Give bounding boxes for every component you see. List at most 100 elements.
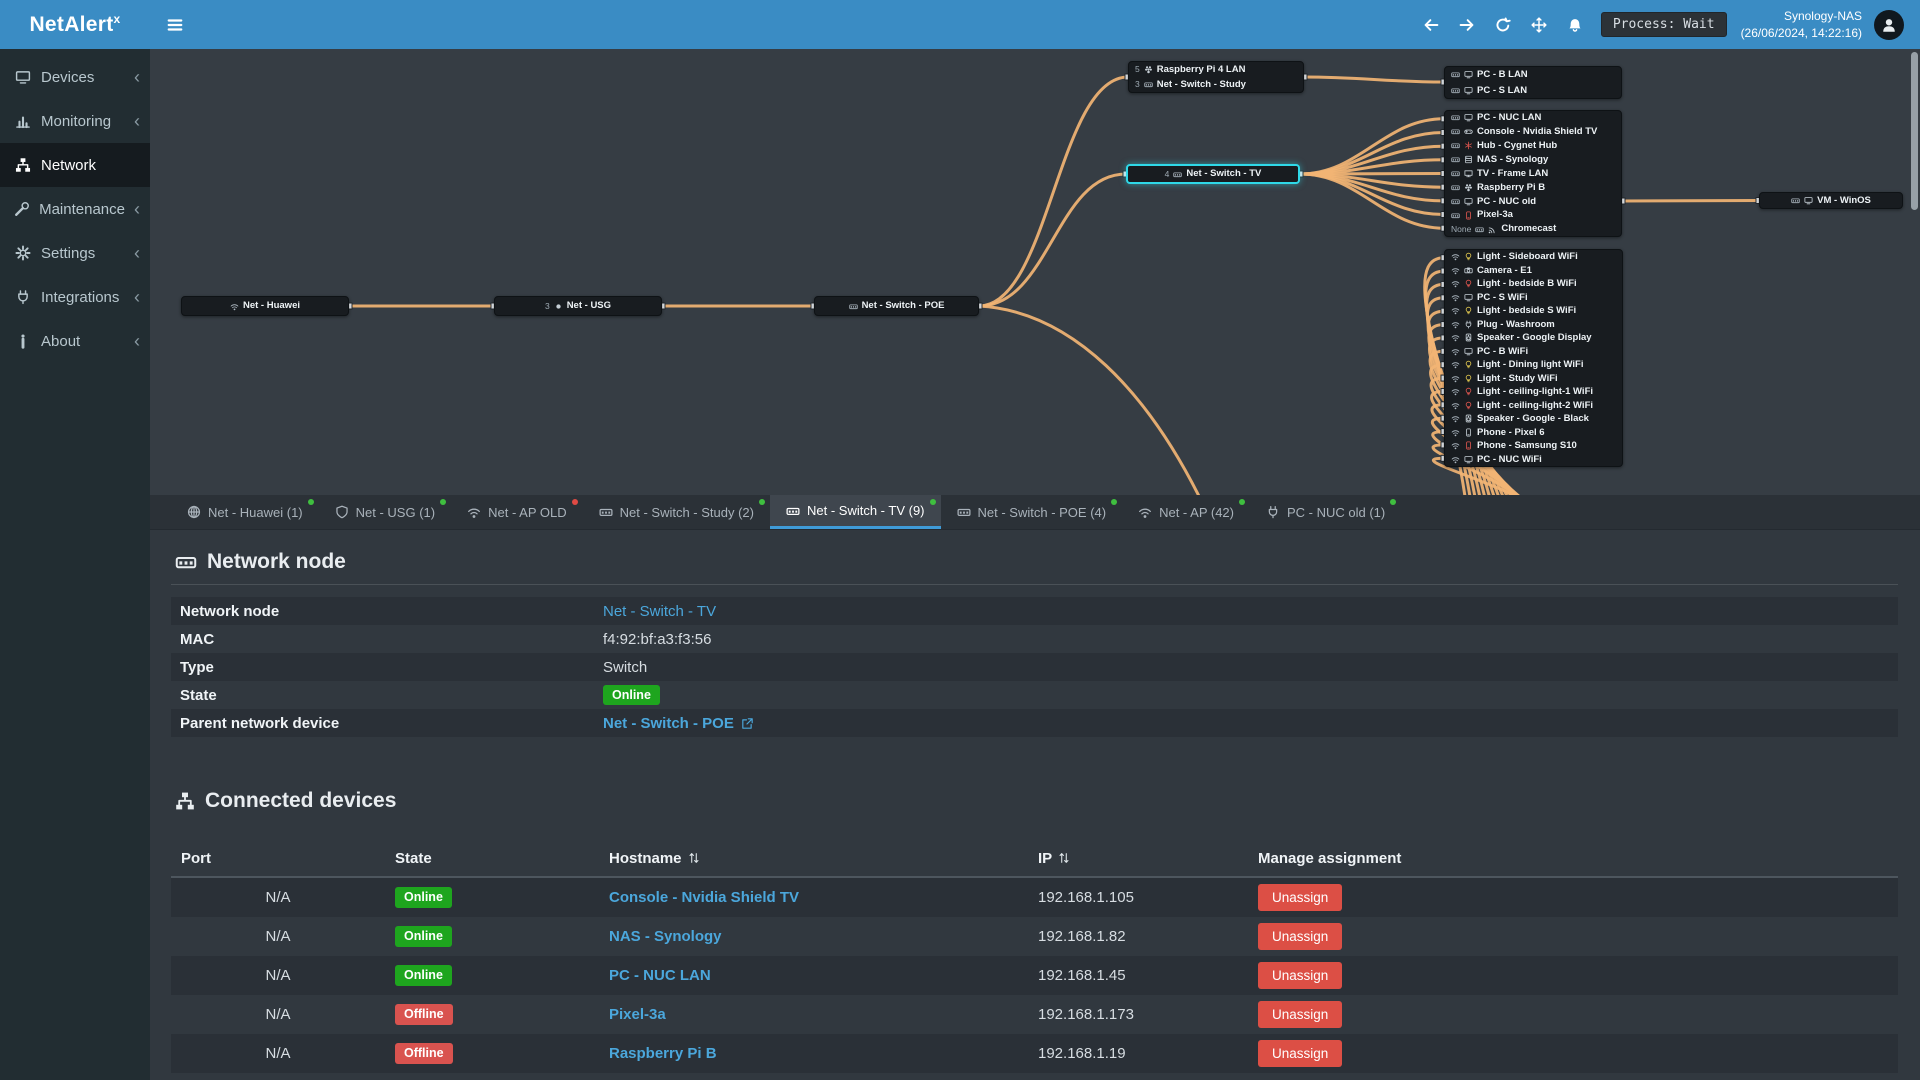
tab-net-huawei-1[interactable]: Net - Huawei (1) bbox=[171, 495, 319, 529]
tab-net-switch-tv-9[interactable]: Net - Switch - TV (9) bbox=[770, 495, 941, 529]
diagram-node-poe[interactable]: Net - Switch - POE bbox=[814, 296, 979, 316]
external-link-icon[interactable] bbox=[741, 717, 754, 730]
sidebar-item-integrations[interactable]: Integrations ‹ bbox=[0, 275, 150, 319]
cell-ip: 192.168.1.173 bbox=[1038, 1006, 1134, 1023]
status-dot bbox=[440, 499, 447, 505]
diagram-device[interactable]: 3 Net - Switch - Study bbox=[1129, 77, 1303, 92]
refresh-button[interactable] bbox=[1495, 16, 1511, 33]
diagram-device[interactable]: PC - B WiFi bbox=[1445, 345, 1622, 359]
device-link[interactable]: Console - Nvidia Shield TV bbox=[609, 889, 800, 906]
tab-label: Net - Switch - Study (2) bbox=[619, 504, 754, 520]
diagram-device[interactable]: VM - WinOS bbox=[1760, 196, 1902, 206]
diagram-node-wifileaves[interactable]: Light - Sideboard WiFi Camera - E1 Light -… bbox=[1444, 249, 1623, 467]
avatar[interactable] bbox=[1874, 9, 1904, 40]
tab-net-switch-poe-4[interactable]: Net - Switch - POE (4) bbox=[941, 495, 1123, 529]
diagram-device[interactable]: Light - Study WiFi bbox=[1445, 372, 1622, 386]
diagram-device[interactable]: PC - NUC old bbox=[1445, 194, 1621, 208]
diagram-device[interactable]: Speaker - Google Display bbox=[1445, 331, 1622, 345]
diagram-device[interactable]: Light - bedside B WiFi bbox=[1445, 277, 1622, 291]
diagram-device[interactable]: Light - ceiling-light-1 WiFi bbox=[1445, 385, 1622, 399]
sidebar-item-about[interactable]: About ‹ bbox=[0, 319, 150, 363]
cell-state: Offline bbox=[385, 1034, 599, 1073]
app-logo[interactable]: NetAlertx bbox=[29, 12, 121, 36]
diagram-device[interactable]: 4 Net - Switch - TV bbox=[1128, 169, 1298, 179]
device-link[interactable]: PC - NUC LAN bbox=[609, 967, 711, 984]
status-dot bbox=[307, 499, 314, 505]
unassign-button[interactable]: Unassign bbox=[1258, 962, 1343, 989]
column-hostname[interactable]: Hostname bbox=[599, 841, 1028, 878]
sidebar-item-monitoring[interactable]: Monitoring ‹ bbox=[0, 99, 150, 143]
diagram-device[interactable]: Light - Sideboard WiFi bbox=[1445, 250, 1622, 264]
tab-pc-nuc-old-1[interactable]: PC - NUC old (1) bbox=[1250, 495, 1401, 529]
device-label: PC - NUC old bbox=[1477, 195, 1537, 207]
tab-net-ap-42[interactable]: Net - AP (42) bbox=[1122, 495, 1250, 529]
unassign-button[interactable]: Unassign bbox=[1258, 923, 1343, 950]
notifications-button[interactable] bbox=[1567, 17, 1583, 33]
diagram-device[interactable]: Speaker - Google - Black bbox=[1445, 412, 1622, 426]
diagram-node-tvleaves[interactable]: PC - NUC LAN Console - Nvidia Shield TV Hu… bbox=[1444, 110, 1622, 237]
diagram-device[interactable]: Pixel-3a bbox=[1445, 208, 1621, 222]
forward-button[interactable] bbox=[1459, 17, 1475, 33]
network-topology-diagram[interactable]: Net - Huawei 3 Net - USG Net - Switch - POE… bbox=[150, 49, 1920, 495]
diagram-device[interactable]: Net - Huawei bbox=[182, 301, 348, 311]
sort-icon[interactable] bbox=[1058, 852, 1070, 864]
diagram-device[interactable]: Raspberry Pi B bbox=[1445, 180, 1621, 194]
diagram-device[interactable]: None Chromecast bbox=[1445, 222, 1621, 236]
diagram-device[interactable]: PC - S LAN bbox=[1445, 83, 1621, 99]
sidebar-item-settings[interactable]: Settings ‹ bbox=[0, 231, 150, 275]
column-ip[interactable]: IP bbox=[1028, 841, 1248, 878]
diagram-node-huawei[interactable]: Net - Huawei bbox=[181, 296, 349, 316]
device-row: N/A Online PC - NUC LAN 192.168.1.45 Una… bbox=[171, 956, 1898, 995]
diagram-node-usg[interactable]: 3 Net - USG bbox=[494, 296, 662, 316]
tab-net-usg-1[interactable]: Net - USG (1) bbox=[319, 495, 451, 529]
diagram-device[interactable]: PC - S WiFi bbox=[1445, 291, 1622, 305]
unassign-button[interactable]: Unassign bbox=[1258, 1001, 1343, 1028]
main-area: Net - Huawei 3 Net - USG Net - Switch - POE… bbox=[150, 49, 1920, 1080]
diagram-device[interactable]: Hub - Cygnet Hub bbox=[1445, 139, 1621, 153]
diagram-node-pcbs[interactable]: PC - B LAN PC - S LAN bbox=[1444, 66, 1622, 99]
back-button[interactable] bbox=[1423, 17, 1439, 33]
diagram-device[interactable]: Camera - E1 bbox=[1445, 264, 1622, 278]
diagram-node-vm[interactable]: VM - WinOS bbox=[1759, 192, 1903, 209]
sidebar-item-network[interactable]: Network bbox=[0, 143, 150, 187]
diagram-device[interactable]: Light - Dining light WiFi bbox=[1445, 358, 1622, 372]
device-link[interactable]: Pixel-3a bbox=[609, 1006, 666, 1023]
diagram-device[interactable]: Phone - Pixel 6 bbox=[1445, 426, 1622, 440]
detail-label: Type bbox=[180, 658, 214, 676]
device-link[interactable]: NAS - Synology bbox=[609, 928, 722, 945]
diagram-device[interactable]: PC - B LAN bbox=[1445, 67, 1621, 83]
diagram-device[interactable]: TV - Frame LAN bbox=[1445, 167, 1621, 181]
scrollbar-thumb[interactable] bbox=[1911, 52, 1918, 210]
diagram-device[interactable]: Phone - Samsung S10 bbox=[1445, 439, 1622, 453]
device-label: Net - Switch - POE bbox=[861, 300, 945, 312]
diagram-device[interactable]: Console - Nvidia Shield TV bbox=[1445, 125, 1621, 139]
tab-net-ap-old[interactable]: Net - AP OLD bbox=[451, 495, 583, 529]
diagram-device[interactable]: PC - NUC WiFi bbox=[1445, 453, 1622, 467]
diagram-node-study[interactable]: 5 Raspberry Pi 4 LAN 3 Net - Switch - Study bbox=[1128, 61, 1304, 93]
diagram-device[interactable]: Light - ceiling-light-2 WiFi bbox=[1445, 399, 1622, 413]
diagram-device[interactable]: NAS - Synology bbox=[1445, 153, 1621, 167]
wifi-icon bbox=[467, 505, 481, 519]
sort-icon[interactable] bbox=[688, 852, 700, 864]
wifi-icon bbox=[1451, 293, 1460, 302]
device-link[interactable]: Raspberry Pi B bbox=[609, 1045, 717, 1062]
tab-net-switch-study-2[interactable]: Net - Switch - Study (2) bbox=[583, 495, 770, 529]
diagram-node-tv[interactable]: 4 Net - Switch - TV bbox=[1126, 164, 1300, 184]
sidebar-item-maintenance[interactable]: Maintenance ‹ bbox=[0, 187, 150, 231]
cell-manage: Unassign bbox=[1248, 1034, 1898, 1073]
chart-icon bbox=[14, 113, 32, 129]
unassign-button[interactable]: Unassign bbox=[1258, 1040, 1343, 1067]
diagram-device[interactable]: Net - Switch - POE bbox=[815, 301, 978, 311]
menu-toggle-button[interactable] bbox=[166, 16, 184, 34]
diagram-device[interactable]: PC - NUC LAN bbox=[1445, 111, 1621, 125]
move-button[interactable] bbox=[1531, 16, 1547, 33]
network-node-link[interactable]: Net - Switch - TV bbox=[603, 602, 717, 620]
diagram-device[interactable]: Plug - Washroom bbox=[1445, 318, 1622, 332]
parent-device-link[interactable]: Net - Switch - POE bbox=[603, 714, 734, 732]
diagram-device[interactable]: 3 Net - USG bbox=[495, 301, 661, 311]
cell-port: N/A bbox=[265, 928, 291, 945]
diagram-device[interactable]: Light - bedside S WiFi bbox=[1445, 304, 1622, 318]
diagram-device[interactable]: 5 Raspberry Pi 4 LAN bbox=[1129, 62, 1303, 77]
sidebar-item-devices[interactable]: Devices ‹ bbox=[0, 55, 150, 99]
unassign-button[interactable]: Unassign bbox=[1258, 884, 1343, 911]
